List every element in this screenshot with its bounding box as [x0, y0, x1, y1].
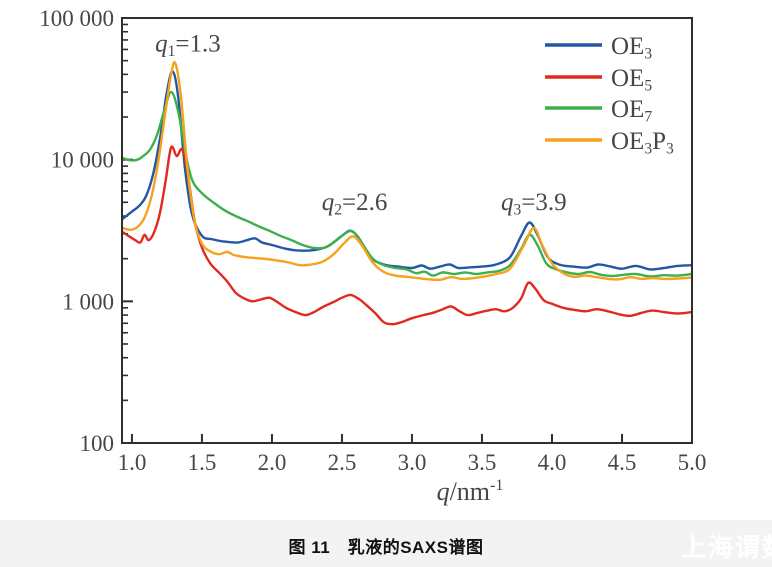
- x-tick-label: 3.5: [468, 450, 497, 475]
- figure-caption: 图 11 乳液的SAXS谱图: [288, 538, 484, 557]
- y-tick-label: 10 000: [51, 148, 114, 173]
- watermark-text: 上海谓数: [681, 534, 772, 562]
- x-axis: 1.0 1.5 2.0 2.5 3.0 3.5 4.0 4.5 5.0: [118, 434, 707, 475]
- x-tick-label: 1.0: [118, 450, 147, 475]
- legend-item-OE7: OE7​: [545, 96, 652, 126]
- legend-label-OE7: OE7​: [611, 96, 652, 126]
- legend-label-OE3P3: OE3​P3​: [611, 128, 674, 158]
- legend-item-OE5: OE5​: [545, 65, 652, 95]
- x-tick-label: 3.0: [398, 450, 427, 475]
- legend-label-OE3: OE3​: [611, 33, 652, 63]
- series-line-OE3P3: [122, 61, 692, 282]
- y-tick-label: 1 000: [62, 289, 114, 314]
- series-line-OE5: [122, 145, 692, 326]
- y-tick-label: 100: [80, 431, 115, 456]
- saxs-chart: 100 1 000 10 000 100 000 1.0 1.5 2.0 2.5 3.0 3.5 4…: [39, 6, 707, 506]
- x-tick-label: 2.5: [328, 450, 357, 475]
- legend-item-OE3: OE3​: [545, 33, 652, 63]
- peak-annotation-2: q2​=2.6: [322, 189, 388, 219]
- x-tick-label: 5.0: [678, 450, 707, 475]
- peak-annotation-1: q1​=1.3: [155, 31, 221, 61]
- y-axis: 100 1 000 10 000 100 000: [39, 6, 133, 456]
- x-tick-label: 1.5: [188, 450, 217, 475]
- y-tick-label: 100 000: [39, 6, 114, 31]
- x-tick-label: 4.0: [538, 450, 567, 475]
- x-axis-label: q/nm-1​: [437, 477, 504, 506]
- chart-area: 100 1 000 10 000 100 000 1.0 1.5 2.0 2.5 3.0 3.5 4…: [39, 6, 707, 506]
- x-tick-label: 4.5: [608, 450, 637, 475]
- legend: OE3​OE5​OE7​OE3​P3​: [545, 33, 674, 158]
- legend-label-OE5: OE5​: [611, 65, 652, 95]
- series-line-OE3: [122, 70, 692, 271]
- series-group: [122, 61, 692, 326]
- legend-item-OE3P3: OE3​P3​: [545, 128, 674, 158]
- caption-bar: 图 11 乳液的SAXS谱图 上海谓数: [0, 520, 772, 567]
- peak-annotation-3: q3​=3.9: [501, 189, 567, 219]
- x-tick-label: 2.0: [258, 450, 287, 475]
- plot-border: [121, 17, 693, 444]
